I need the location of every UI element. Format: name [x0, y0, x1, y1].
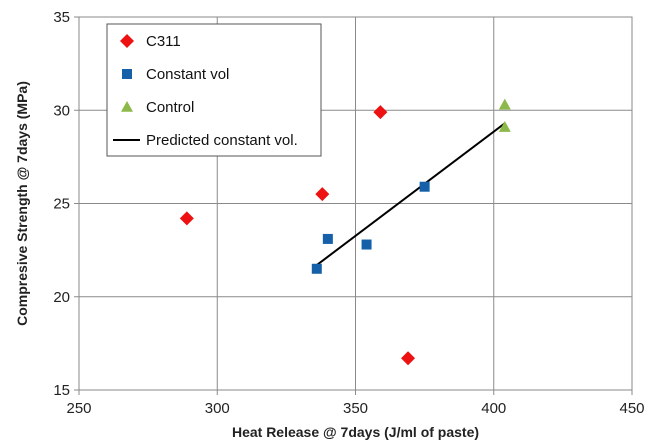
diamond-point: [179, 211, 194, 226]
x-tick-label: 350: [343, 400, 368, 417]
x-tick-label: 250: [66, 400, 91, 417]
square-point: [311, 263, 322, 274]
fit-lines: [316, 122, 506, 266]
legend-entry-label: Control: [146, 99, 194, 116]
data-points: [179, 98, 511, 366]
x-axis-ticks: 250 300 350 400 450: [66, 390, 645, 417]
square-point: [322, 233, 333, 244]
diamond-point: [315, 187, 330, 202]
legend-entry-label: Constant vol: [146, 66, 229, 83]
square-point: [361, 239, 372, 250]
triangle-point: [498, 121, 511, 132]
y-tick-label: 30: [53, 102, 70, 119]
y-axis-ticks: 15 20 25 30 35: [53, 9, 79, 399]
triangle-point: [498, 98, 511, 110]
legend-square-swatch: [122, 69, 132, 79]
x-tick-label: 450: [619, 400, 644, 417]
x-tick-label: 300: [205, 400, 230, 417]
x-tick-label: 400: [481, 400, 506, 417]
legend-entry-label: Predicted constant vol.: [146, 132, 298, 149]
y-tick-label: 15: [53, 382, 70, 399]
legend-triangle-swatch: [121, 101, 133, 112]
y-axis-title: Compresive Strength @ 7days (MPa): [14, 81, 30, 326]
legend-diamond-swatch: [120, 34, 134, 48]
diamond-point: [373, 105, 388, 120]
diamond-point: [401, 351, 416, 366]
y-tick-label: 25: [53, 196, 70, 213]
predicted-line: [316, 122, 506, 266]
y-tick-label: 20: [53, 289, 70, 306]
legend-entry-label: C311: [146, 33, 181, 50]
square-point: [419, 181, 430, 192]
y-tick-label: 35: [53, 9, 70, 26]
x-axis-title: Heat Release @ 7days (J/ml of paste): [232, 424, 479, 440]
legend-box: [106, 23, 322, 157]
legend: C311 Constant vol Control Predicted constan…: [106, 23, 322, 157]
